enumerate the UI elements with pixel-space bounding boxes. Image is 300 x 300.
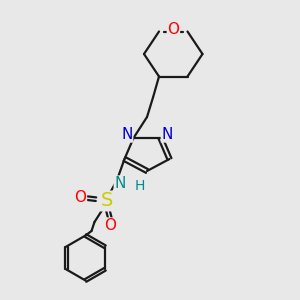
Text: O: O: [104, 218, 116, 233]
Text: O: O: [167, 22, 179, 38]
Text: N: N: [161, 127, 173, 142]
Text: H: H: [134, 179, 145, 193]
Text: O: O: [74, 190, 86, 206]
Text: N: N: [121, 127, 133, 142]
Text: N: N: [114, 176, 126, 191]
Text: S: S: [100, 191, 113, 211]
